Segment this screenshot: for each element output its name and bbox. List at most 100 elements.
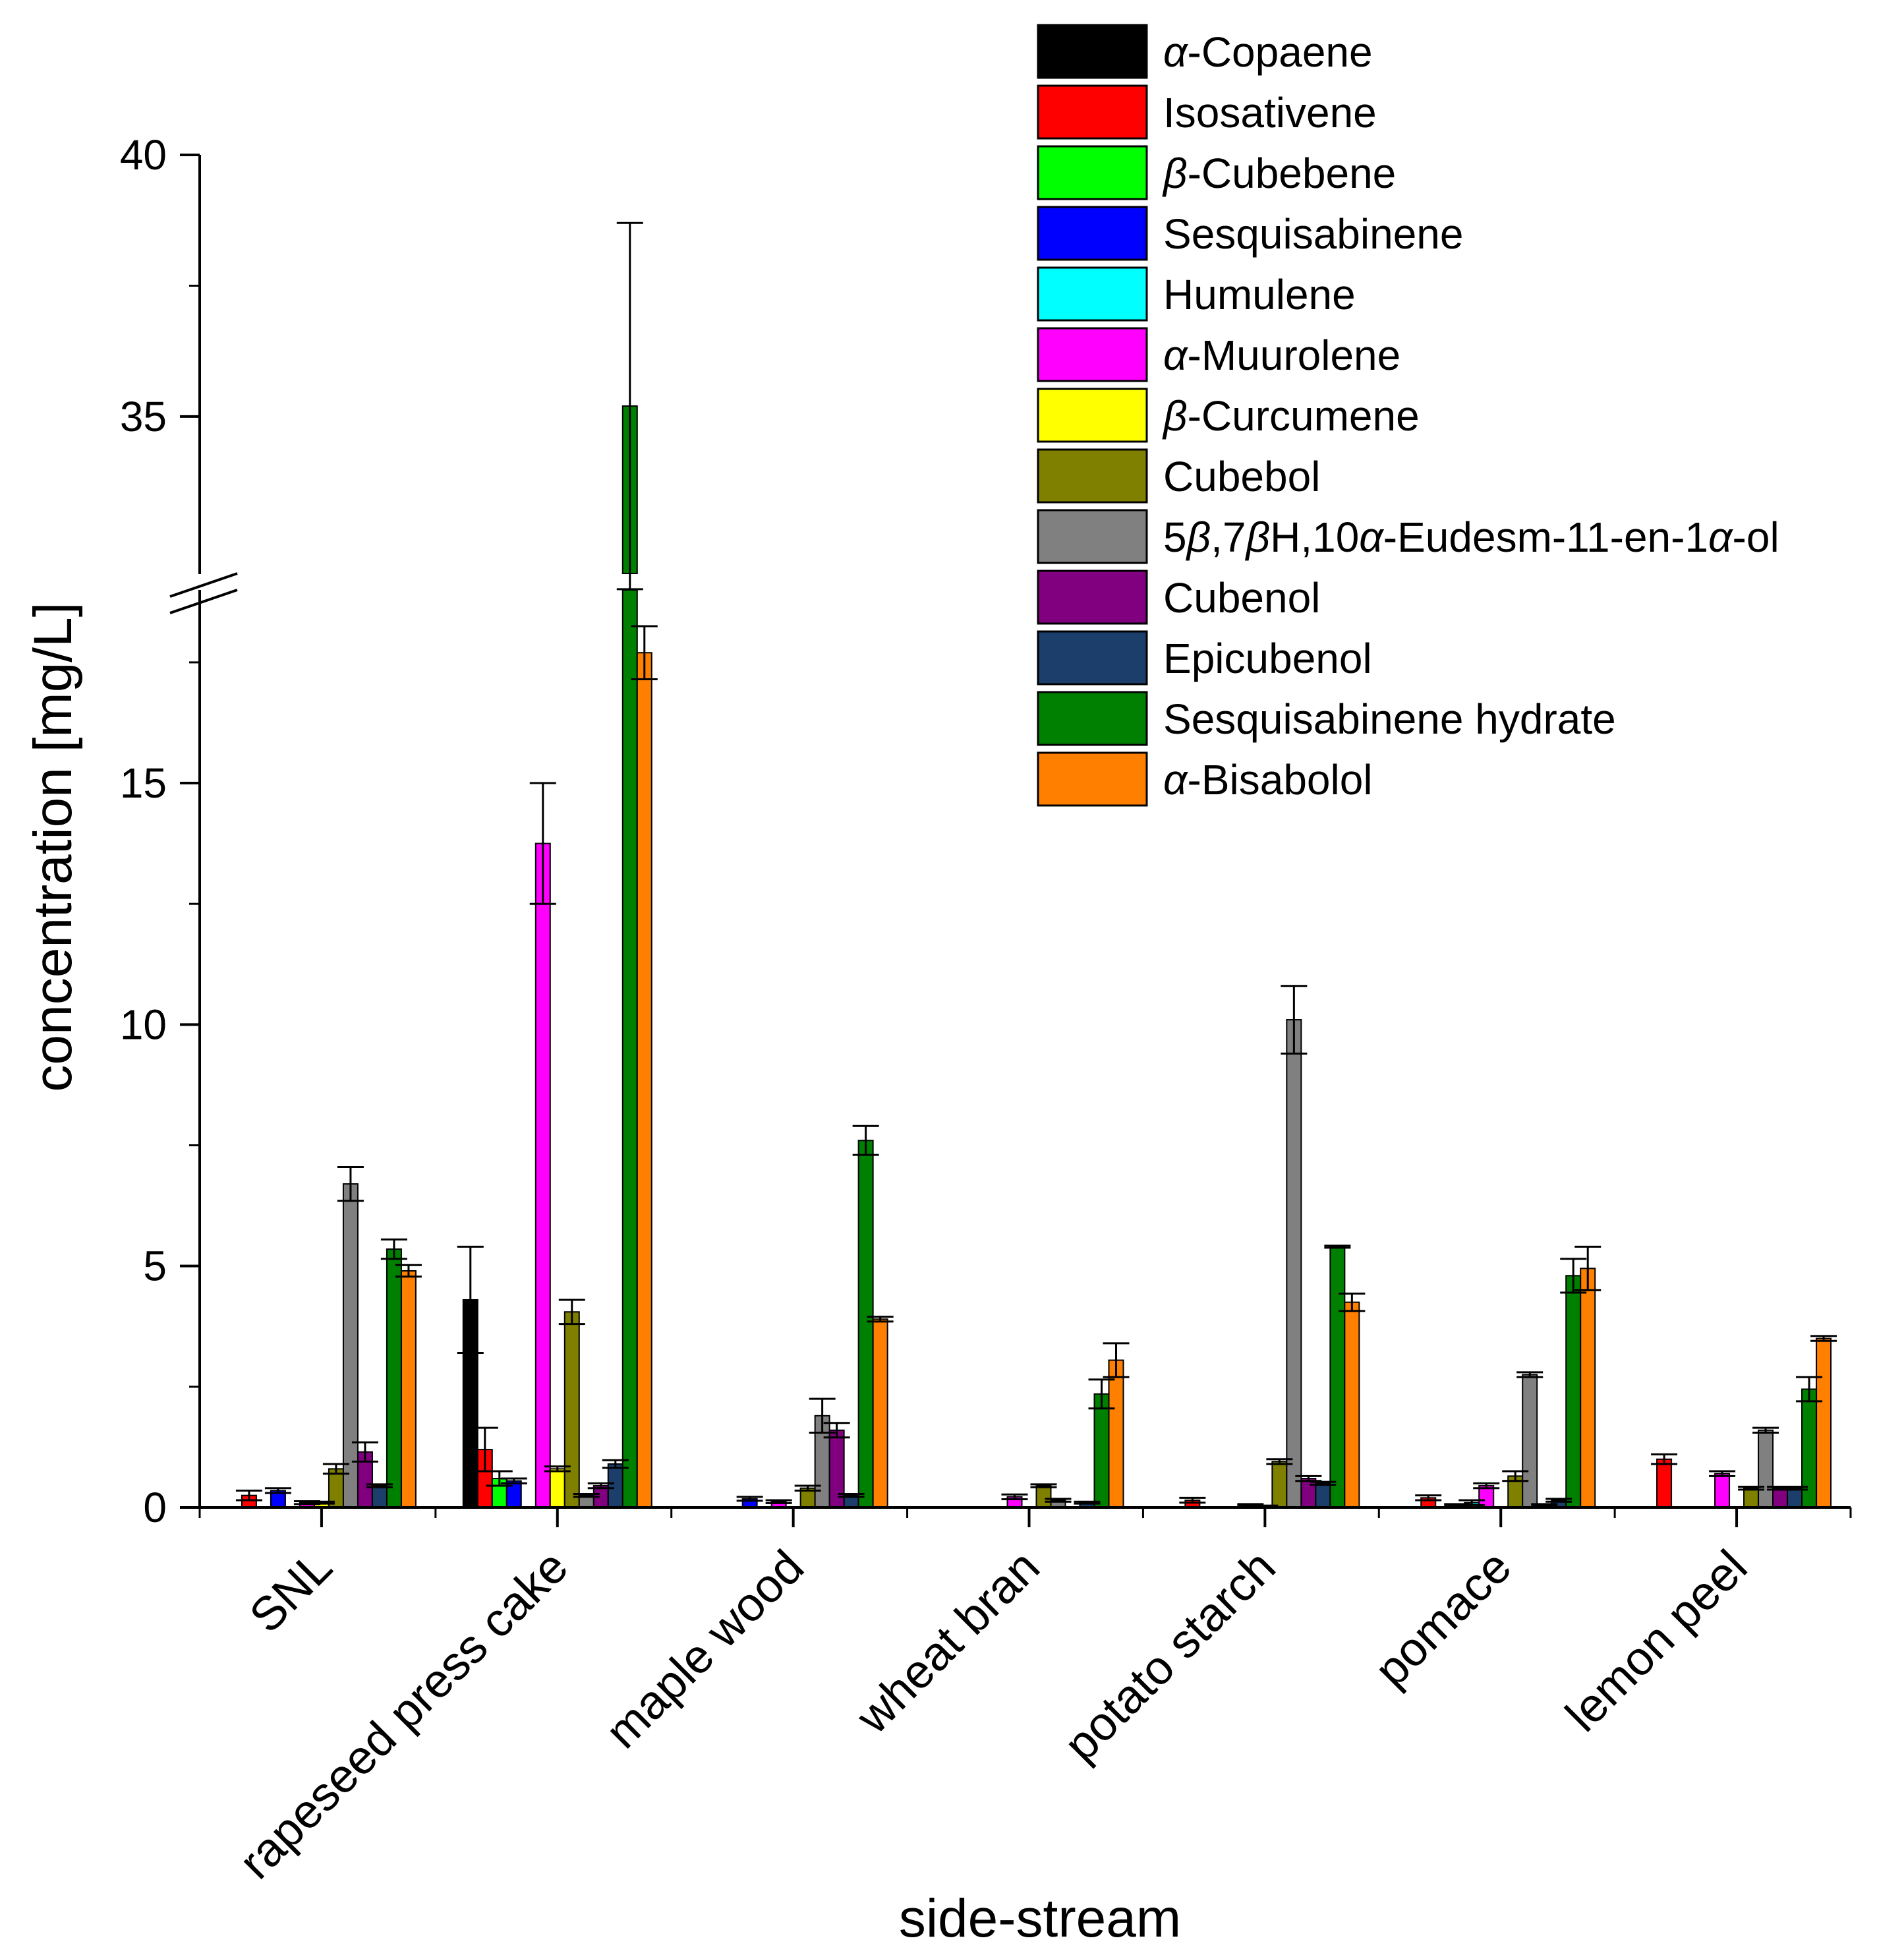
error-bar-wheat-bran-s5 [1001, 1493, 1028, 1501]
x-axis-title: side-stream [899, 1888, 1181, 1948]
bar-potato-starch-s11 [1329, 1246, 1346, 1508]
bar-potato-starch-s12 [1344, 1301, 1360, 1508]
legend-item: Isosativene [1037, 84, 1377, 140]
bar-pomace-s11 [1565, 1275, 1582, 1508]
bar-snl-s11 [386, 1248, 402, 1508]
error-bar-snl-s12 [395, 1264, 422, 1278]
error-bar-pomace-s10 [1545, 1498, 1572, 1503]
error-bar-potato-starch-s7 [1266, 1458, 1293, 1465]
error-bar-maple-wood-s12 [867, 1316, 894, 1323]
bar-maple-wood-s11 [857, 1140, 874, 1508]
error-bar-wheat-bran-s8 [1045, 1498, 1072, 1503]
bar-pomace-s12 [1580, 1268, 1596, 1509]
legend: α-Copaene Isosativene β-Cubebene Sesquisabi… [1037, 24, 1779, 807]
x-category-label: lemon peel [1556, 1540, 1758, 1742]
bar-wheat-bran-s11 [1093, 1393, 1110, 1508]
axis-break-mark [169, 572, 238, 614]
error-bar-lemon-peel-s8 [1752, 1426, 1779, 1434]
bar-rapeseed-press-cake-s7 [563, 1311, 580, 1508]
error-bar-rapeseed-press-cake-s5 [529, 782, 556, 905]
legend-item: α-Bisabolol [1037, 751, 1373, 807]
legend-item: β-Cubebene [1037, 145, 1396, 200]
legend-label: Humulene [1163, 271, 1356, 318]
error-bar-rapeseed-press-cake-s0 [457, 1245, 484, 1355]
legend-label: 5β,7βH,10α-Eudesm-11-en-1α-ol [1163, 513, 1779, 561]
error-bar-rapeseed-press-cake-s3 [500, 1477, 527, 1484]
error-bar-pomace-s7 [1502, 1470, 1529, 1482]
bar-rapeseed-press-cake-s10 [607, 1463, 623, 1509]
bar-rapeseed-press-cake-s12 [636, 652, 652, 1509]
error-bar-maple-wood-s9 [823, 1422, 850, 1439]
error-bar-snl-s6 [308, 1500, 335, 1505]
legend-swatch [1037, 448, 1148, 504]
error-bar-rapeseed-press-cake-s6 [544, 1465, 571, 1473]
bar-maple-wood-s12 [872, 1318, 888, 1508]
error-bar-rapeseed-press-cake-s11 [616, 221, 643, 591]
y-tick-label: 40 [120, 131, 167, 179]
error-bars-layer [235, 221, 1837, 1508]
error-bar-maple-wood-s7 [794, 1484, 821, 1492]
x-category-label: potato starch [1054, 1540, 1286, 1772]
legend-label: α-Bisabolol [1163, 756, 1373, 804]
error-bar-potato-starch-s1 [1179, 1496, 1206, 1504]
error-bar-lemon-peel-s1 [1651, 1453, 1678, 1465]
error-bar-lemon-peel-s10 [1781, 1485, 1808, 1491]
error-bar-snl-s7 [322, 1463, 349, 1475]
error-bar-lemon-peel-s5 [1709, 1470, 1736, 1477]
legend-swatch [1037, 24, 1148, 79]
y-tick-label: 35 [120, 393, 167, 440]
legend-swatch [1037, 751, 1148, 807]
bar-lemon-peel-s12 [1816, 1337, 1832, 1509]
bar-lemon-peel-s7 [1743, 1487, 1760, 1509]
legend-swatch [1037, 266, 1148, 322]
legend-label: Epicubenol [1163, 635, 1372, 682]
legend-swatch [1037, 691, 1148, 746]
bar-lemon-peel-s10 [1787, 1487, 1803, 1509]
error-bar-snl-s1 [235, 1489, 262, 1502]
bar-potato-starch-s7 [1271, 1461, 1288, 1508]
error-bar-pomace-s9 [1531, 1503, 1558, 1507]
error-bar-wheat-bran-s7 [1030, 1483, 1057, 1488]
legend-item: Sesquisabinene hydrate [1037, 691, 1616, 746]
bar-wheat-bran-s12 [1108, 1359, 1124, 1508]
error-bar-pomace-s12 [1574, 1245, 1601, 1291]
bar-lemon-peel-s8 [1758, 1429, 1774, 1509]
bar-pomace-s8 [1522, 1374, 1538, 1509]
error-bar-wheat-bran-s10 [1074, 1500, 1101, 1505]
error-bar-wheat-bran-s12 [1103, 1342, 1130, 1378]
legend-swatch [1037, 570, 1148, 625]
legend-item: Humulene [1037, 266, 1356, 322]
error-bar-potato-starch-s8 [1281, 985, 1308, 1055]
x-category-label: maple wood [596, 1540, 814, 1759]
legend-item: α-Muurolene [1037, 327, 1400, 382]
y-tick-label: 10 [120, 1001, 167, 1048]
error-bar-pomace-s8 [1516, 1371, 1543, 1378]
x-category-label: SNL [240, 1540, 343, 1643]
bar-lemon-peel-s9 [1772, 1487, 1789, 1509]
error-bar-rapeseed-press-cake-s7 [558, 1299, 585, 1326]
bar-lemon-peel-s1 [1656, 1458, 1673, 1508]
x-category-label: pomace [1365, 1540, 1522, 1697]
legend-item: Sesquisabinene [1037, 206, 1463, 261]
error-bar-rapeseed-press-cake-s12 [631, 625, 658, 681]
error-bar-pomace-s4 [1458, 1499, 1486, 1506]
error-bar-rapeseed-press-cake-s2 [486, 1470, 513, 1487]
bar-snl-s10 [371, 1485, 388, 1508]
bar-wheat-bran-s7 [1035, 1485, 1052, 1508]
bar-rapeseed-press-cake-s6 [549, 1468, 565, 1508]
error-bar-pomace-s5 [1473, 1482, 1500, 1490]
legend-label: Sesquisabinene [1163, 210, 1463, 258]
error-bar-snl-s9 [351, 1441, 378, 1463]
error-bar-maple-wood-s10 [838, 1492, 865, 1498]
error-bar-pomace-s1 [1415, 1494, 1442, 1502]
bar-snl-s8 [342, 1183, 359, 1508]
legend-label: Isosativene [1163, 89, 1377, 136]
y-tick-label: 0 [143, 1484, 167, 1531]
error-bar-rapeseed-press-cake-s8 [573, 1492, 600, 1498]
error-bar-potato-starch-s12 [1339, 1292, 1366, 1312]
legend-item: α-Copaene [1037, 24, 1373, 79]
legend-item: Cubebol [1037, 448, 1320, 504]
legend-label: α-Copaene [1163, 28, 1373, 76]
legend-label: α-Muurolene [1163, 332, 1400, 379]
